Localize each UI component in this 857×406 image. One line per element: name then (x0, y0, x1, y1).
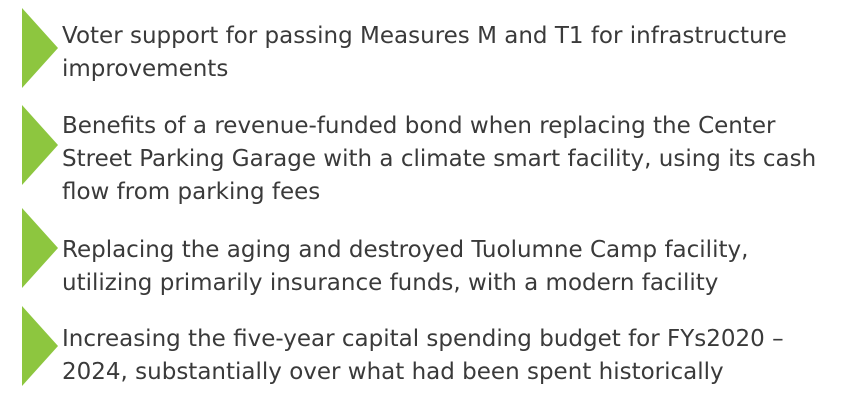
bullet-arrow (22, 208, 58, 288)
triangle (22, 208, 58, 288)
bullet-arrow (22, 306, 58, 386)
triangle (22, 8, 58, 88)
bullet-arrow (22, 105, 58, 185)
bullet-text: Voter support for passing Measures M and… (62, 23, 787, 82)
bullet-text: Increasing the five-year capital spendin… (62, 326, 784, 385)
bullet-text: Replacing the aging and destroyed Tuolum… (62, 237, 749, 296)
bullet-arrow (22, 8, 58, 88)
triangle (22, 306, 58, 386)
bullet-text: Benefits of a revenue-funded bond when r… (62, 113, 817, 205)
triangle (22, 105, 58, 185)
